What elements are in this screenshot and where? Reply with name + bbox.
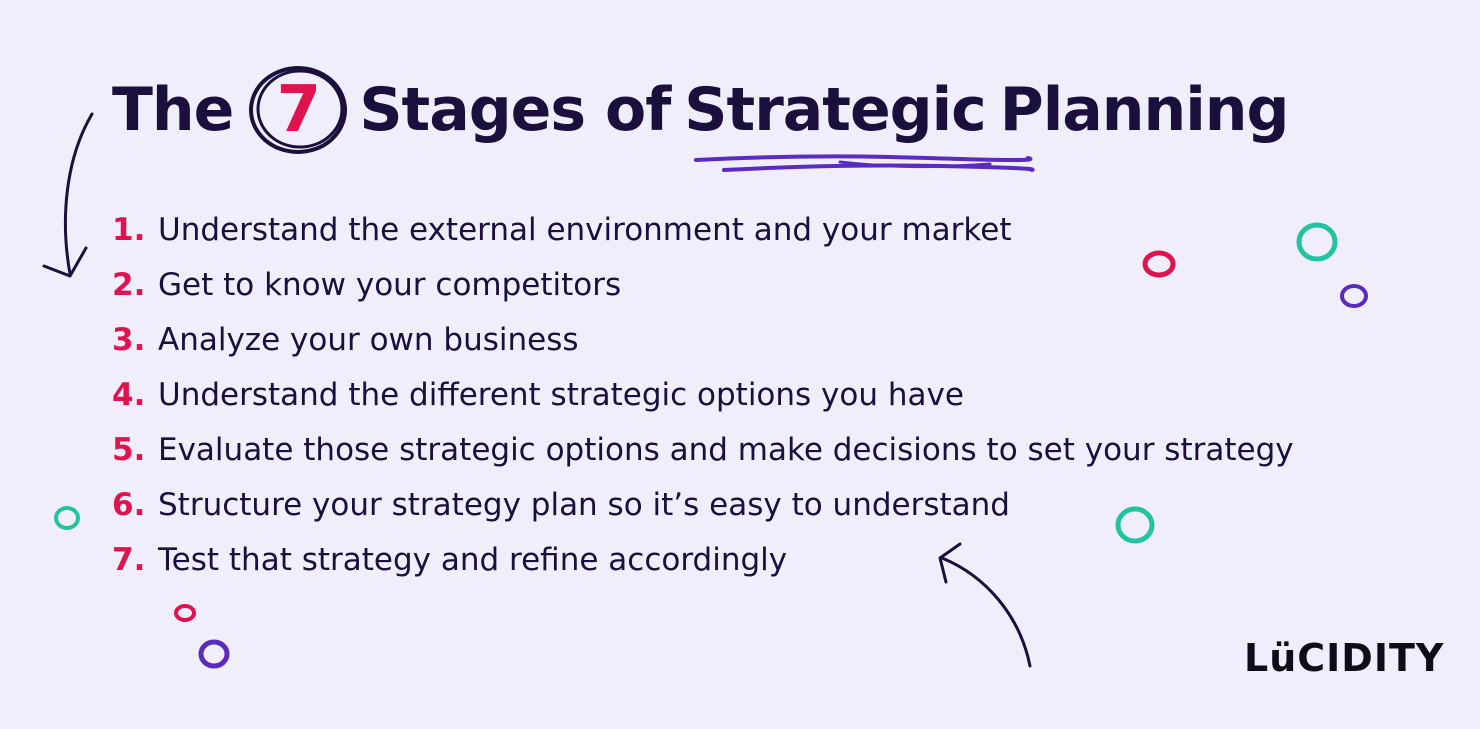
list-item: 5. Evaluate those strategic options and m…	[112, 422, 1294, 477]
title-suffix: Stages of	[359, 75, 671, 145]
circle-decoration-icon	[54, 506, 80, 530]
stage-text: Evaluate those strategic options and mak…	[158, 431, 1294, 468]
stage-number: 7.	[112, 541, 146, 578]
circle-decoration-icon	[174, 604, 196, 622]
stage-text: Get to know your competitors	[158, 266, 622, 303]
stage-text: Understand the different strategic optio…	[158, 376, 964, 413]
lucidity-logo: LüCIDITY	[1244, 636, 1445, 680]
stage-number: 1.	[112, 211, 146, 248]
circle-decoration-icon	[1296, 222, 1338, 262]
list-item: 7. Test that strategy and refine accordin…	[112, 532, 1294, 587]
circle-decoration-icon	[198, 639, 230, 669]
title-prefix: The	[112, 75, 234, 145]
curved-arrow-up-left-icon	[938, 542, 1032, 668]
stage-number: 6.	[112, 486, 146, 523]
stage-text: Structure your strategy plan so it’s eas…	[158, 486, 1010, 523]
list-item: 4. Understand the different strategic opt…	[112, 367, 1294, 422]
stage-number: 2.	[112, 266, 146, 303]
hand-drawn-circle-icon	[249, 66, 348, 154]
title-highlight: Strategic	[684, 75, 986, 145]
circle-decoration-icon	[1115, 506, 1155, 544]
list-item: 1. Understand the external environment an…	[112, 202, 1294, 257]
list-item: 6. Structure your strategy plan so it’s e…	[112, 477, 1294, 532]
stage-number: 4.	[112, 376, 146, 413]
circle-decoration-icon	[1340, 284, 1368, 308]
list-item: 3. Analyze your own business	[112, 312, 1294, 367]
curved-arrow-down-left-icon	[42, 112, 94, 278]
stage-text: Analyze your own business	[158, 321, 579, 358]
title-end: Planning	[999, 75, 1290, 145]
stage-number: 5.	[112, 431, 146, 468]
scribble-underline-icon	[694, 154, 1035, 172]
list-item: 2. Get to know your competitors	[112, 257, 1294, 312]
page-title: The 7 Stages of Strategic Planning	[112, 62, 1290, 158]
title-number-badge: 7	[243, 62, 353, 158]
stage-text: Understand the external environment and …	[158, 211, 1012, 248]
title-number: 7	[276, 73, 322, 147]
stages-list: 1. Understand the external environment an…	[112, 202, 1294, 587]
circle-decoration-icon	[1142, 250, 1176, 278]
stage-text: Test that strategy and refine accordingl…	[158, 541, 788, 578]
stage-number: 3.	[112, 321, 146, 358]
